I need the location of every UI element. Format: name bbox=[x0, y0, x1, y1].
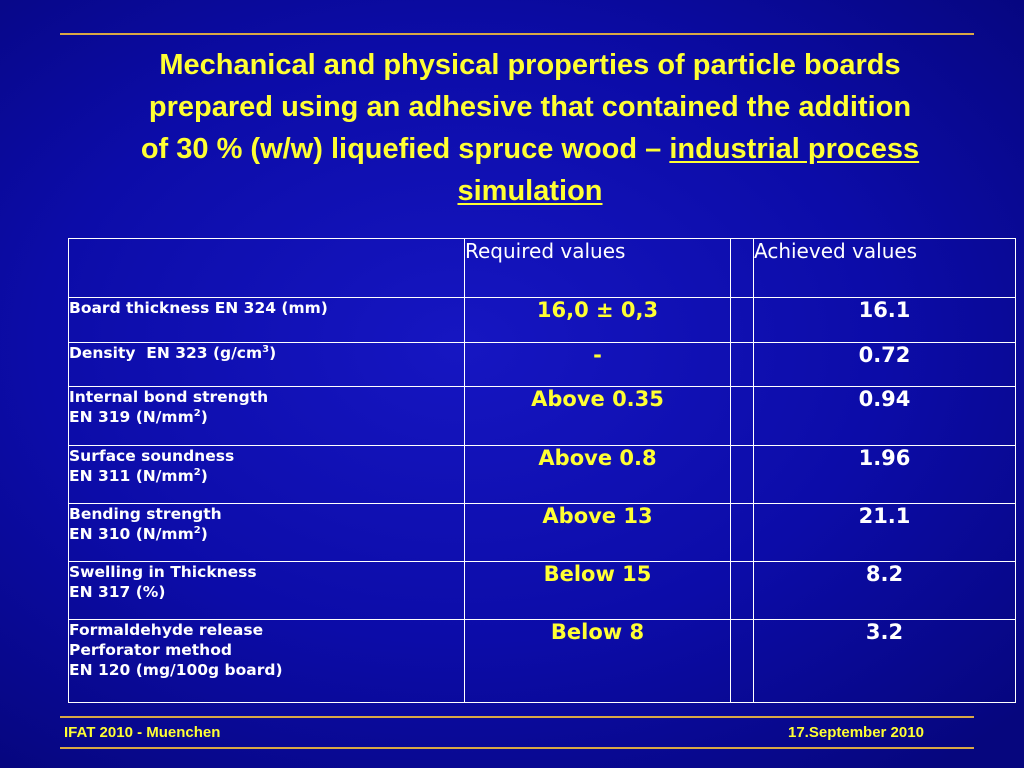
achieved-value: 1.96 bbox=[753, 445, 1016, 504]
property-label: Internal bond strength EN 319 (N/mm2) bbox=[68, 386, 465, 446]
achieved-value: 21.1 bbox=[753, 503, 1016, 562]
gap-cell bbox=[730, 297, 754, 343]
property-text: EN 319 (N/mm bbox=[69, 408, 194, 426]
gap-cell bbox=[730, 386, 754, 446]
property-text: Perforator method bbox=[69, 641, 232, 659]
title-underlined-text: industrial process bbox=[669, 133, 920, 165]
superscript: 2 bbox=[193, 524, 201, 536]
property-text: Bending strength bbox=[69, 505, 222, 523]
table-row: Surface soundness EN 311 (N/mm2) Above 0.… bbox=[68, 445, 1016, 504]
required-value: Below 15 bbox=[464, 561, 731, 620]
table-row: Density EN 323 (g/cm3) - 0.72 bbox=[68, 342, 1016, 387]
property-label: Formaldehyde release Perforator method EN … bbox=[68, 619, 465, 703]
property-text: ) bbox=[200, 467, 208, 485]
table-row: Bending strength EN 310 (N/mm2) Above 13 … bbox=[68, 503, 1016, 562]
required-value: Above 0.35 bbox=[464, 386, 731, 446]
footer-event: IFAT 2010 - Muenchen bbox=[64, 724, 221, 741]
header-gap bbox=[730, 238, 754, 298]
header-property bbox=[68, 238, 465, 298]
properties-table: Required values Achieved values Board th… bbox=[68, 238, 1016, 703]
property-text: EN 310 (N/mm bbox=[69, 525, 194, 543]
property-label: Board thickness EN 324 (mm) bbox=[68, 297, 465, 343]
achieved-value: 0.94 bbox=[753, 386, 1016, 446]
table-row: Formaldehyde release Perforator method EN … bbox=[68, 619, 1016, 703]
property-label: Density EN 323 (g/cm3) bbox=[68, 342, 465, 387]
table-row: Internal bond strength EN 319 (N/mm2) Abo… bbox=[68, 386, 1016, 446]
property-label: Swelling in Thickness EN 317 (%) bbox=[68, 561, 465, 620]
footer-date: 17.September 2010 bbox=[788, 724, 924, 741]
property-text: EN 311 (N/mm bbox=[69, 467, 194, 485]
property-text: Formaldehyde release bbox=[69, 621, 264, 639]
property-text: ) bbox=[200, 525, 208, 543]
bottom-divider bbox=[60, 716, 974, 718]
gap-cell bbox=[730, 561, 754, 620]
required-value: - bbox=[464, 342, 731, 387]
property-text: Board thickness EN 324 (mm) bbox=[69, 299, 328, 317]
property-text: Swelling in Thickness bbox=[69, 563, 257, 581]
achieved-value: 8.2 bbox=[753, 561, 1016, 620]
property-text: Density EN 323 (g/cm bbox=[69, 344, 263, 362]
header-required: Required values bbox=[464, 238, 731, 298]
superscript: 3 bbox=[262, 343, 270, 355]
slide-title: Mechanical and physical properties of pa… bbox=[50, 44, 1010, 212]
table-header-row: Required values Achieved values bbox=[68, 238, 1016, 298]
achieved-value: 0.72 bbox=[753, 342, 1016, 387]
property-text: Surface soundness bbox=[69, 447, 235, 465]
gap-cell bbox=[730, 503, 754, 562]
footer-divider bbox=[60, 747, 974, 749]
property-text: EN 120 (mg/100g board) bbox=[69, 661, 283, 679]
property-text: EN 317 (%) bbox=[69, 583, 166, 601]
table-row: Board thickness EN 324 (mm) 16,0 ± 0,3 1… bbox=[68, 297, 1016, 343]
header-achieved: Achieved values bbox=[753, 238, 1016, 298]
title-line-2: prepared using an adhesive that containe… bbox=[148, 91, 912, 123]
required-value: 16,0 ± 0,3 bbox=[464, 297, 731, 343]
property-text: ) bbox=[200, 408, 208, 426]
gap-cell bbox=[730, 619, 754, 703]
table-row: Swelling in Thickness EN 317 (%) Below 15… bbox=[68, 561, 1016, 620]
required-value: Below 8 bbox=[464, 619, 731, 703]
title-line-3-text: of 30 % (w/w) liquefied spruce wood – bbox=[140, 133, 670, 165]
title-line-4: simulation bbox=[50, 170, 1010, 212]
property-label: Bending strength EN 310 (N/mm2) bbox=[68, 503, 465, 562]
gap-cell bbox=[730, 445, 754, 504]
title-underlined-text-2: simulation bbox=[457, 175, 603, 207]
property-label: Surface soundness EN 311 (N/mm2) bbox=[68, 445, 465, 504]
top-divider bbox=[60, 33, 974, 35]
superscript: 2 bbox=[193, 407, 201, 419]
required-value: Above 0.8 bbox=[464, 445, 731, 504]
achieved-value: 3.2 bbox=[753, 619, 1016, 703]
required-value: Above 13 bbox=[464, 503, 731, 562]
property-text: ) bbox=[269, 344, 277, 362]
achieved-value: 16.1 bbox=[753, 297, 1016, 343]
title-line-3: of 30 % (w/w) liquefied spruce wood – in… bbox=[50, 128, 1010, 170]
property-text: Internal bond strength bbox=[69, 388, 269, 406]
gap-cell bbox=[730, 342, 754, 387]
title-line-1: Mechanical and physical properties of pa… bbox=[159, 49, 901, 81]
superscript: 2 bbox=[193, 466, 201, 478]
